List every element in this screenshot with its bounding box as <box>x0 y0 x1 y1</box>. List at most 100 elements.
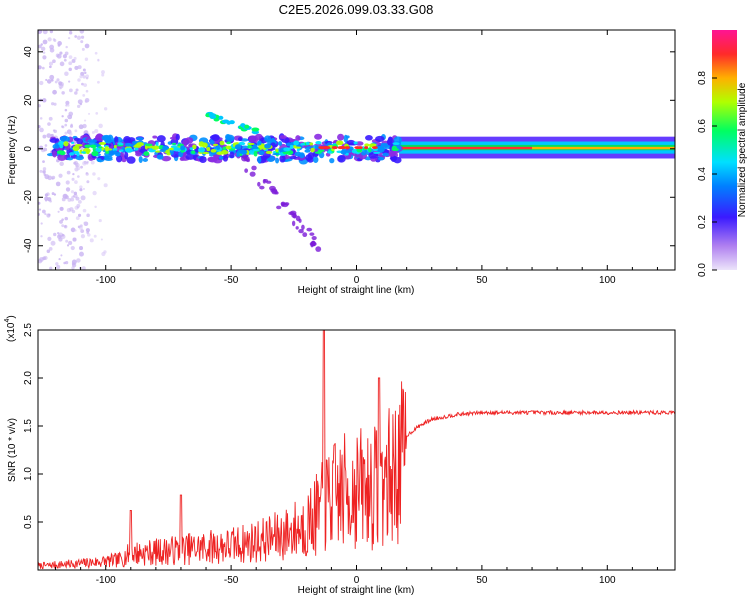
spectrogram-noise-speck <box>62 193 68 199</box>
spectrogram-blob-bright <box>314 151 322 154</box>
spectrogram-blob <box>218 155 224 160</box>
spectrogram-blob-bright <box>95 147 102 153</box>
spectrogram-blob-bright <box>212 143 219 147</box>
colorbar: 0.0 0.2 0.4 0.6 0.8 Normalized spectral ampl… <box>697 30 748 277</box>
spectrogram-blob-bright <box>173 147 181 152</box>
spectrogram-noise-speck <box>79 185 83 189</box>
spectrogram-blob-bright <box>136 142 144 147</box>
spectrogram-noise-speck <box>38 65 42 70</box>
spectrogram-blob-bright <box>265 150 273 154</box>
spectrogram-noise-speck <box>59 161 64 167</box>
spectrogram-blob-bright <box>72 145 80 152</box>
spectrogram-ytick-label: 20 <box>23 94 34 106</box>
spectrogram-noise-speck <box>48 116 53 121</box>
spectrogram-noise-speck <box>46 133 52 138</box>
spectrogram-blob-bright <box>104 146 110 152</box>
spectrogram-noise-speck <box>50 240 56 246</box>
snr-multiplier: (x104) <box>4 315 17 342</box>
spectrogram-noise-speck <box>61 91 65 95</box>
spectrogram-blob-bright <box>224 145 232 150</box>
spectrogram-blob <box>152 135 158 139</box>
spectrogram-blob <box>179 156 185 161</box>
descending-tail-blob <box>301 224 305 230</box>
spectrogram-blob-bright <box>134 147 139 151</box>
spectrogram-noise-speck <box>49 74 55 80</box>
spectrogram-blob-bright <box>86 149 90 155</box>
spectrogram-blob-bright <box>289 144 294 150</box>
spectrogram-blob-bright <box>315 140 322 145</box>
spectrogram-noise-speck <box>59 87 62 90</box>
spectrogram-noise-speck <box>44 199 48 202</box>
spectrogram-noise-speck <box>65 187 71 192</box>
spectrogram-blob <box>156 154 164 160</box>
spectrogram-blob-bright <box>191 150 196 154</box>
spectrogram-noise-speck <box>38 208 41 211</box>
spectrogram-hotspot <box>344 146 350 150</box>
spectrogram-noise-speck <box>68 67 72 72</box>
spectrogram-blob-bright <box>310 147 315 153</box>
spectrogram-noise-speck <box>83 130 89 135</box>
descending-tail-blob <box>269 185 276 191</box>
spectrogram-blob-bright <box>198 141 205 147</box>
snr-panel: -100 -50 0 50 100 0.5 1.0 1.5 2.0 2.5 Height of s… <box>4 315 676 596</box>
spectrogram-blob-bright <box>392 142 400 146</box>
spectrogram-blob-bright <box>368 147 372 153</box>
spectrogram-noise-speck <box>79 75 83 79</box>
spectrogram-blob <box>119 151 125 158</box>
chart-title: C2E5.2026.099.03.33.G08 <box>279 2 434 17</box>
spectrogram-blob <box>229 151 235 159</box>
spectrogram-noise-speck <box>65 45 68 49</box>
spectrogram-noise-speck <box>98 218 102 223</box>
spectrogram-noise-speck <box>46 79 52 84</box>
spectrogram-blob-bright <box>112 147 118 152</box>
spectrogram-noise-speck <box>59 206 64 211</box>
spectrogram-noise-speck <box>79 226 83 230</box>
snr-xtick-label: 100 <box>599 575 616 586</box>
spectrogram-blob-bright <box>98 141 107 145</box>
spectrogram-noise-speck <box>58 257 61 261</box>
spectrogram-noise-speck <box>44 193 49 197</box>
spectrogram-noise-speck <box>51 192 55 196</box>
spectrogram-blob <box>264 135 272 142</box>
spectrogram-noise-speck <box>64 51 69 56</box>
spectrogram-blob-bright <box>180 145 186 151</box>
spectrogram-noise-speck <box>80 71 85 76</box>
spectrogram-blob <box>270 137 276 144</box>
spectrogram-noise-speck <box>80 234 86 239</box>
spectrogram-noise-speck <box>51 175 56 180</box>
spectrogram-noise-speck <box>49 266 53 270</box>
spectrogram-noise-speck <box>73 193 78 199</box>
spectrogram-blob-bright <box>151 145 160 150</box>
spectrogram-blob-bright <box>314 144 319 149</box>
spectrogram-blob <box>52 150 57 158</box>
spectrogram-noise-speck <box>65 239 69 243</box>
spectrogram-blob <box>96 158 102 163</box>
spectrogram-noise-speck <box>38 125 41 129</box>
spectrogram-blob-bright <box>247 142 255 146</box>
spectrogram-noise-speck <box>68 80 71 83</box>
spectrogram-noise-speck <box>44 212 47 216</box>
snr-multiplier-exp: 4 <box>4 319 11 323</box>
spectrogram-noise-speck <box>97 80 100 84</box>
spectrogram-noise-speck <box>40 46 46 52</box>
spectrogram-noise-speck <box>68 111 74 117</box>
spectrogram-blob <box>279 155 286 163</box>
spectrogram-noise-speck <box>65 261 69 265</box>
colorbar-tick-label: 0.8 <box>697 71 708 85</box>
spectrogram-noise-speck <box>82 208 87 213</box>
spectrogram-blob-bright <box>252 148 260 152</box>
spectrogram-blob <box>375 135 385 143</box>
colorbar-tick-label: 0.6 <box>697 119 708 133</box>
snr-ytick-label: 1.0 <box>23 467 34 481</box>
descending-tail-blob <box>295 226 299 230</box>
spectrogram-noise-speck <box>85 74 89 78</box>
spectrogram-noise-speck <box>79 188 83 192</box>
spectrogram-noise-speck <box>43 173 47 176</box>
spectrogram-blob <box>136 137 144 141</box>
spectrogram-noise-speck <box>89 238 94 243</box>
spectrogram-blob-bright <box>364 143 370 147</box>
descending-tail-blob <box>309 241 317 247</box>
spectrogram-noise-speck <box>53 129 57 134</box>
descending-tail-blob <box>315 246 322 252</box>
spectrogram-blob-bright <box>125 147 133 153</box>
